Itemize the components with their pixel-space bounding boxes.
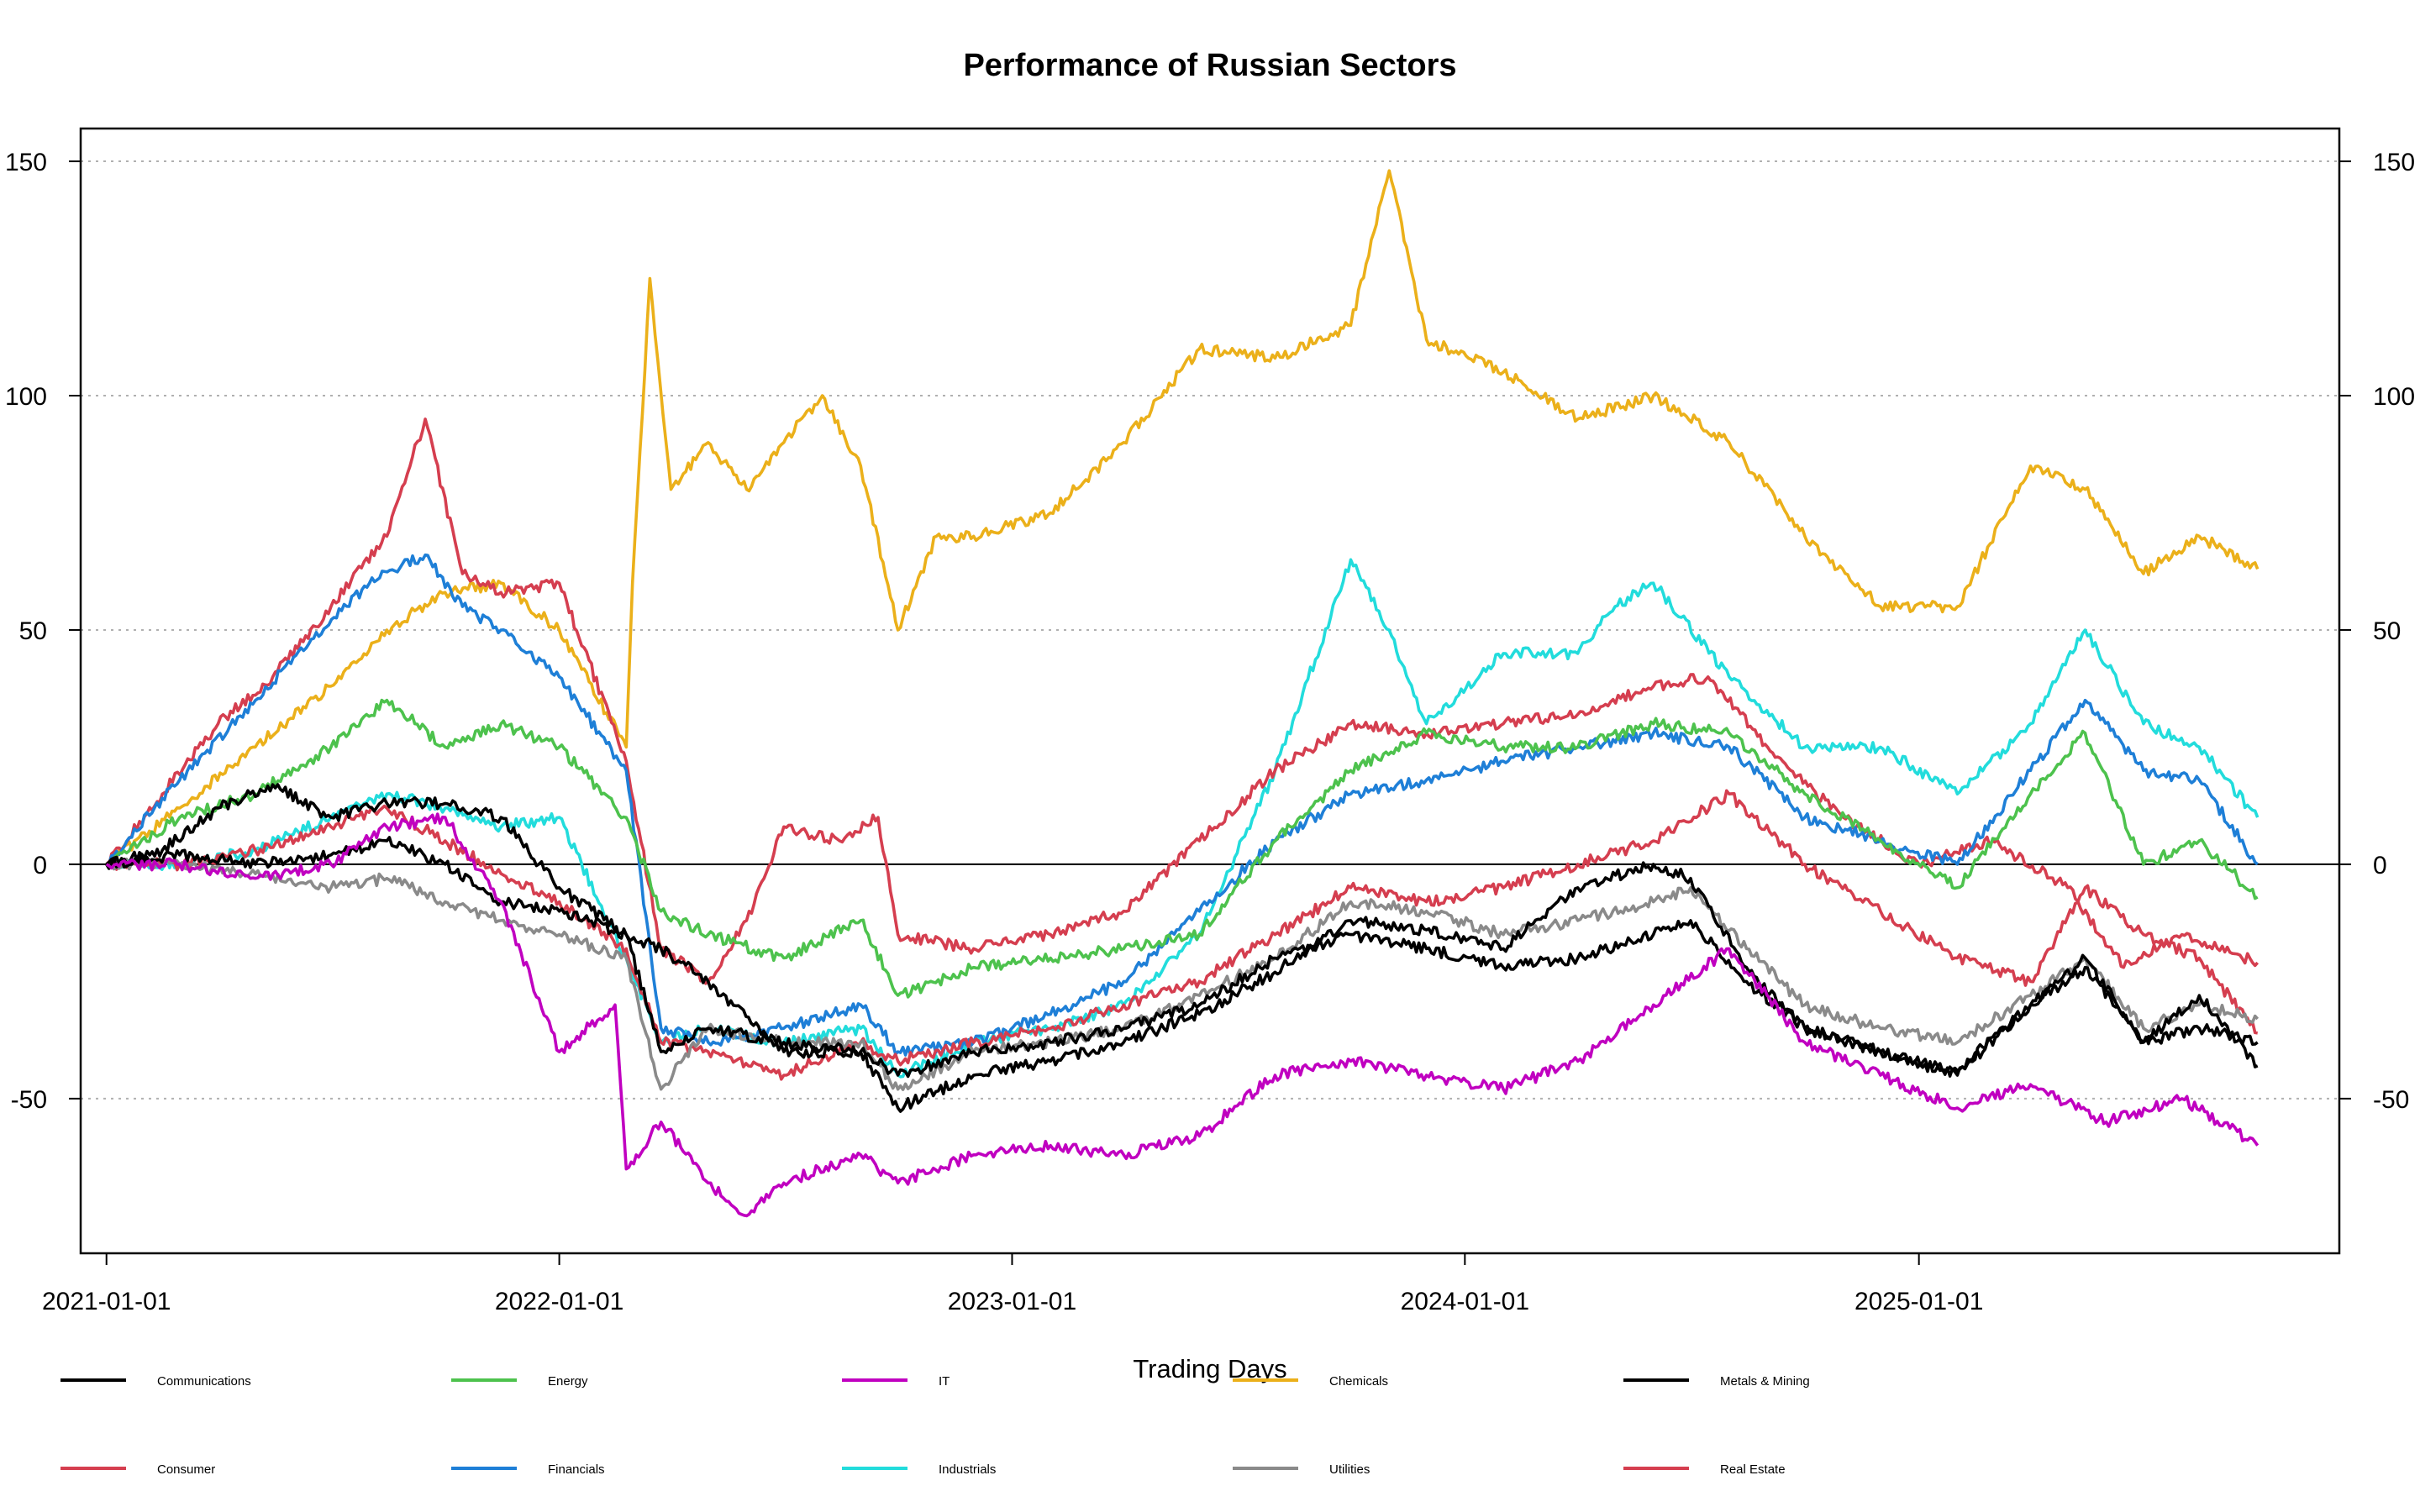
legend-label: IT <box>939 1374 950 1389</box>
legend-label: Energy <box>548 1374 588 1389</box>
legend: Communications Consumer Energy Financials IT… <box>60 1374 1810 1477</box>
legend-label: Communications <box>157 1374 251 1389</box>
legend-label: Industrials <box>939 1462 996 1477</box>
legend-label: Chemicals <box>1329 1374 1388 1389</box>
legend-label: Metals & Mining <box>1720 1374 1810 1389</box>
y-tick-label-right: 0 <box>2373 852 2387 879</box>
series-line-it <box>105 812 2260 1218</box>
series-line-industrials <box>106 558 2260 1079</box>
legend-label: Real Estate <box>1720 1462 1786 1477</box>
plot-frame <box>79 127 2341 1255</box>
y-axis-left: -50 0 50 100 150 <box>5 149 81 1114</box>
series-line-financials <box>106 553 2259 1057</box>
series-line-metals-mining <box>105 836 2259 1079</box>
legend-label: Consumer <box>157 1462 215 1477</box>
x-tick-label: 2021-01-01 <box>42 1288 171 1315</box>
x-axis: 2021-01-01 2022-01-01 2023-01-01 2024-01-01… <box>42 1253 1983 1315</box>
series-lines <box>105 169 2260 1218</box>
y-tick-label-left: -50 <box>11 1086 47 1114</box>
y-tick-label-left: 0 <box>33 852 47 879</box>
grid-lines <box>81 160 2339 1100</box>
y-tick-label-right: 100 <box>2373 383 2415 411</box>
x-tick-label: 2024-01-01 <box>1401 1288 1529 1315</box>
y-tick-label-right: -50 <box>2373 1086 2409 1114</box>
series-line-communications <box>105 783 2259 1113</box>
y-axis-right: -50 0 50 100 150 <box>2339 149 2415 1114</box>
legend-label: Utilities <box>1329 1462 1370 1477</box>
series-line-consumer <box>106 417 2260 985</box>
x-tick-label: 2025-01-01 <box>1854 1288 1983 1315</box>
series-line-chemicals <box>105 169 2260 868</box>
y-tick-label-left: 50 <box>19 617 47 645</box>
chart-title: Performance of Russian Sectors <box>963 48 1456 83</box>
x-tick-label: 2022-01-01 <box>495 1288 623 1315</box>
series-line-utilities <box>106 857 2260 1091</box>
legend-label: Financials <box>548 1462 605 1477</box>
y-tick-label-left: 150 <box>5 149 47 176</box>
series-line-energy <box>105 698 2259 999</box>
y-tick-label-right: 50 <box>2373 617 2401 645</box>
y-tick-label-right: 150 <box>2373 149 2415 176</box>
x-tick-label: 2023-01-01 <box>948 1288 1076 1315</box>
y-tick-label-left: 100 <box>5 383 47 411</box>
